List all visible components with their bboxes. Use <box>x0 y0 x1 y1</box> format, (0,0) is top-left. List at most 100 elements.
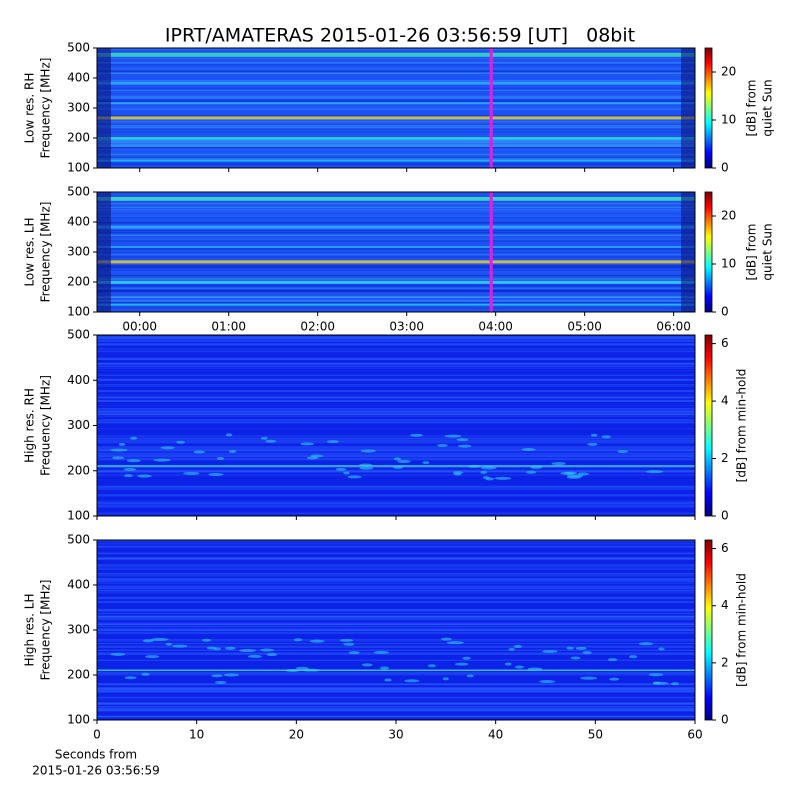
texture-band <box>97 196 695 201</box>
texture <box>97 390 695 393</box>
texture-blob <box>508 647 515 651</box>
texture-band <box>97 159 695 162</box>
texture <box>97 288 695 290</box>
texture <box>97 251 695 253</box>
texture-blob <box>422 461 430 465</box>
texture-blob <box>214 680 227 684</box>
colorbar-tick-label: 10 <box>721 257 736 271</box>
texture <box>97 229 695 232</box>
texture-band <box>97 303 695 306</box>
texture-blob <box>347 475 362 479</box>
texture <box>97 340 695 342</box>
texture <box>97 357 695 358</box>
texture <box>97 266 695 269</box>
texture <box>97 512 695 515</box>
texture <box>97 57 695 59</box>
texture <box>97 469 695 472</box>
texture <box>97 72 695 74</box>
texture <box>97 89 695 91</box>
texture <box>97 296 695 299</box>
texture <box>97 143 695 146</box>
texture-band <box>97 280 695 284</box>
y-tick-label: 300 <box>67 623 90 637</box>
texture <box>97 290 695 293</box>
texture-band <box>97 116 695 120</box>
texture-blob <box>165 642 173 646</box>
texture <box>97 500 695 503</box>
texture-blob <box>202 638 211 642</box>
colorbar-tick-label: 10 <box>721 113 736 127</box>
texture-blob <box>404 679 420 683</box>
texture <box>97 265 695 268</box>
texture <box>97 68 695 70</box>
texture <box>97 455 695 458</box>
texture <box>97 96 695 98</box>
texture <box>97 485 695 487</box>
texture <box>97 572 695 574</box>
y-label: Low res. LH <box>23 217 37 286</box>
texture-blob <box>609 677 620 681</box>
texture-blob <box>343 471 350 475</box>
texture-blob <box>462 656 471 660</box>
texture <box>97 72 695 75</box>
texture <box>97 673 695 676</box>
texture <box>97 153 695 156</box>
y-label: High res. LH <box>23 593 37 666</box>
texture <box>97 158 695 161</box>
texture-blob <box>216 457 225 461</box>
texture-blob <box>645 470 664 474</box>
texture-blob <box>295 666 309 670</box>
texture <box>97 63 695 66</box>
texture <box>97 640 695 642</box>
texture <box>97 615 695 618</box>
texture <box>97 600 695 603</box>
texture <box>97 709 695 712</box>
texture <box>97 308 695 310</box>
texture <box>97 141 695 144</box>
texture <box>97 351 695 353</box>
x-tick-label: 01:00 <box>211 320 246 334</box>
texture-blob <box>193 450 205 454</box>
texture <box>97 702 695 705</box>
texture-blob <box>427 664 436 668</box>
time-marker <box>489 48 493 168</box>
texture-blob <box>539 680 556 684</box>
texture-blob <box>570 656 581 660</box>
y-tick-label: 500 <box>67 185 90 199</box>
texture-blob <box>109 448 128 452</box>
texture-blob <box>670 682 680 686</box>
x-tick-label: 20 <box>289 728 304 742</box>
colorbar-tick-label: 4 <box>721 394 729 408</box>
texture <box>97 618 695 620</box>
texture <box>97 364 695 366</box>
texture-blob <box>393 457 402 461</box>
texture <box>97 608 695 611</box>
texture-blob <box>453 472 462 476</box>
texture <box>97 350 695 352</box>
texture-blob <box>379 666 390 670</box>
texture <box>97 240 695 243</box>
texture <box>97 428 695 430</box>
texture <box>97 453 695 456</box>
texture <box>97 107 695 109</box>
texture-line <box>97 669 695 671</box>
texture <box>97 57 695 58</box>
texture <box>97 585 695 588</box>
texture <box>97 586 695 589</box>
texture <box>97 157 695 160</box>
texture <box>97 622 695 624</box>
texture <box>97 135 695 138</box>
texture <box>97 564 695 567</box>
texture <box>97 706 695 708</box>
texture <box>97 120 695 123</box>
texture-blob <box>575 646 587 650</box>
colorbar-tick-label: 0 <box>721 713 729 727</box>
texture-blob <box>530 465 543 469</box>
texture <box>97 715 695 717</box>
texture-blob <box>601 435 611 439</box>
texture <box>97 336 695 338</box>
texture <box>97 362 695 365</box>
texture-blob <box>440 637 452 641</box>
y-tick-label: 500 <box>67 533 90 547</box>
texture-blob <box>141 672 150 676</box>
